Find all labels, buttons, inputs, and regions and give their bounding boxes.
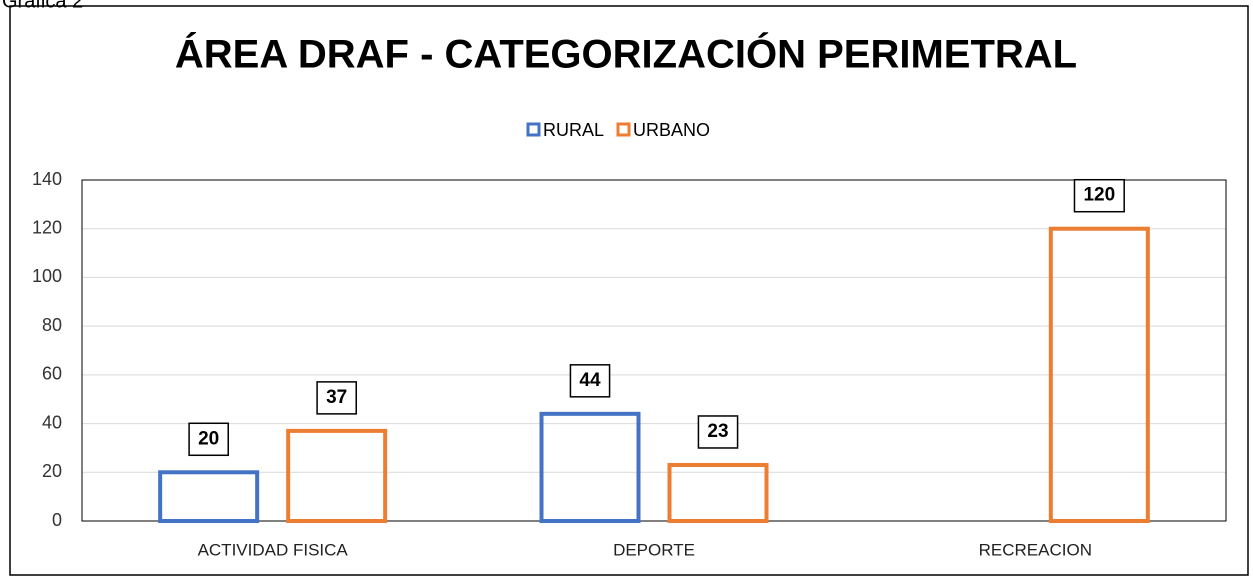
y-tick-label: 100 [32, 266, 62, 286]
y-tick-label: 140 [32, 169, 62, 189]
value-label: 20 [198, 428, 219, 449]
value-label-box [316, 381, 357, 415]
x-tick-label: RECREACION [979, 540, 1092, 559]
chart-title: ÁREA DRAF - CATEGORIZACIÓN PERIMETRAL [175, 31, 1077, 77]
y-tick-label: 40 [42, 412, 62, 432]
bar [158, 470, 260, 523]
value-label: 44 [579, 370, 601, 391]
y-tick-label: 0 [52, 510, 62, 530]
value-label-box [188, 422, 229, 457]
chart-frame [9, 5, 1249, 576]
value-label: 120 [1083, 185, 1115, 206]
bar [286, 428, 388, 523]
value-label-box [1073, 178, 1125, 213]
x-tick-label: DEPORTE [613, 540, 695, 559]
bar [539, 411, 641, 524]
y-tick-label: 20 [42, 461, 62, 481]
plot-frame [81, 179, 1227, 522]
y-tick-label: 120 [32, 217, 62, 237]
legend-swatch [616, 122, 631, 137]
legend-label: RURAL [543, 120, 604, 140]
legend-label: URBANO [633, 120, 710, 140]
bar [667, 462, 769, 524]
legend-swatch [526, 122, 541, 137]
x-tick-label: ACTIVIDAD FISICA [198, 540, 349, 559]
caption: Gráfica 2 [2, 0, 83, 12]
y-tick-label: 60 [42, 364, 62, 384]
y-tick-label: 80 [42, 315, 62, 335]
value-label-box [697, 415, 739, 449]
value-label-box [569, 364, 611, 398]
value-label: 23 [707, 421, 728, 442]
value-label: 37 [326, 387, 347, 408]
bar [1048, 226, 1150, 523]
